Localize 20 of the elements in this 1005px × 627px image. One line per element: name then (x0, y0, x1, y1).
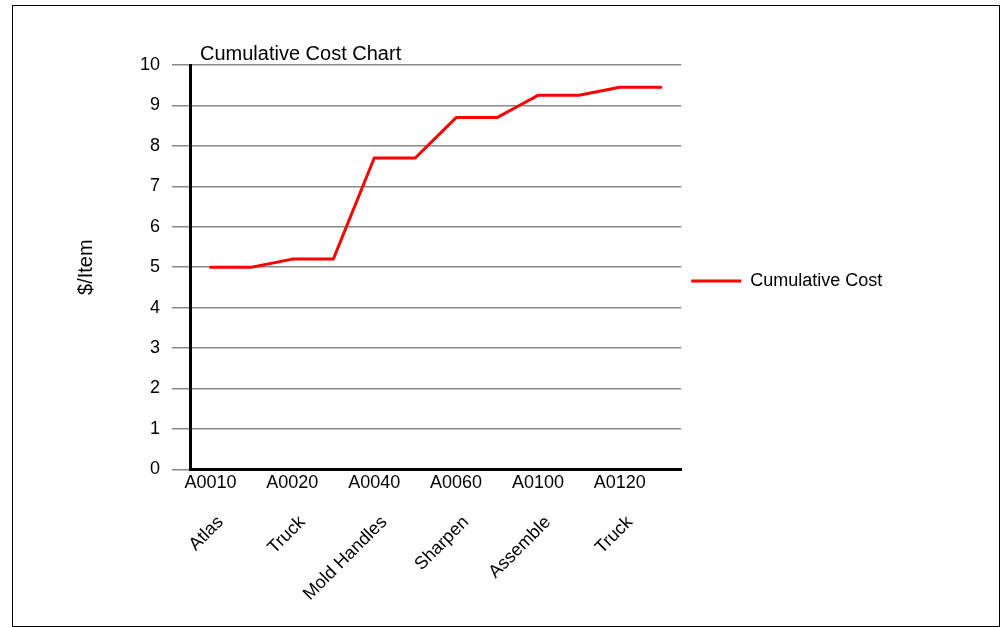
y-axis-title: $/Item (73, 239, 96, 295)
y-tick-label: 9 (150, 94, 161, 115)
x-tick-label: A0010 (184, 472, 237, 493)
x-tick-label: A0120 (593, 472, 646, 493)
y-tick-label: 0 (150, 458, 161, 479)
x-tick-label: A0020 (266, 472, 319, 493)
y-tick-label: 10 (139, 53, 161, 74)
x-tick-label: A0060 (430, 472, 483, 493)
y-tick-label: 5 (150, 256, 161, 277)
y-tick-label: 6 (150, 215, 161, 236)
y-tick-label: 3 (150, 337, 161, 358)
chart-title: Cumulative Cost Chart (200, 42, 402, 64)
y-tick-label: 7 (150, 175, 161, 196)
y-tick-label: 8 (150, 134, 161, 155)
y-tick-label: 2 (150, 377, 161, 398)
x-tick-label: A0040 (348, 472, 401, 493)
x-tick-label: A0100 (511, 472, 565, 493)
y-tick-label: 4 (150, 296, 161, 317)
y-tick-label: 1 (150, 417, 161, 438)
legend-label: Cumulative Cost (750, 269, 883, 290)
